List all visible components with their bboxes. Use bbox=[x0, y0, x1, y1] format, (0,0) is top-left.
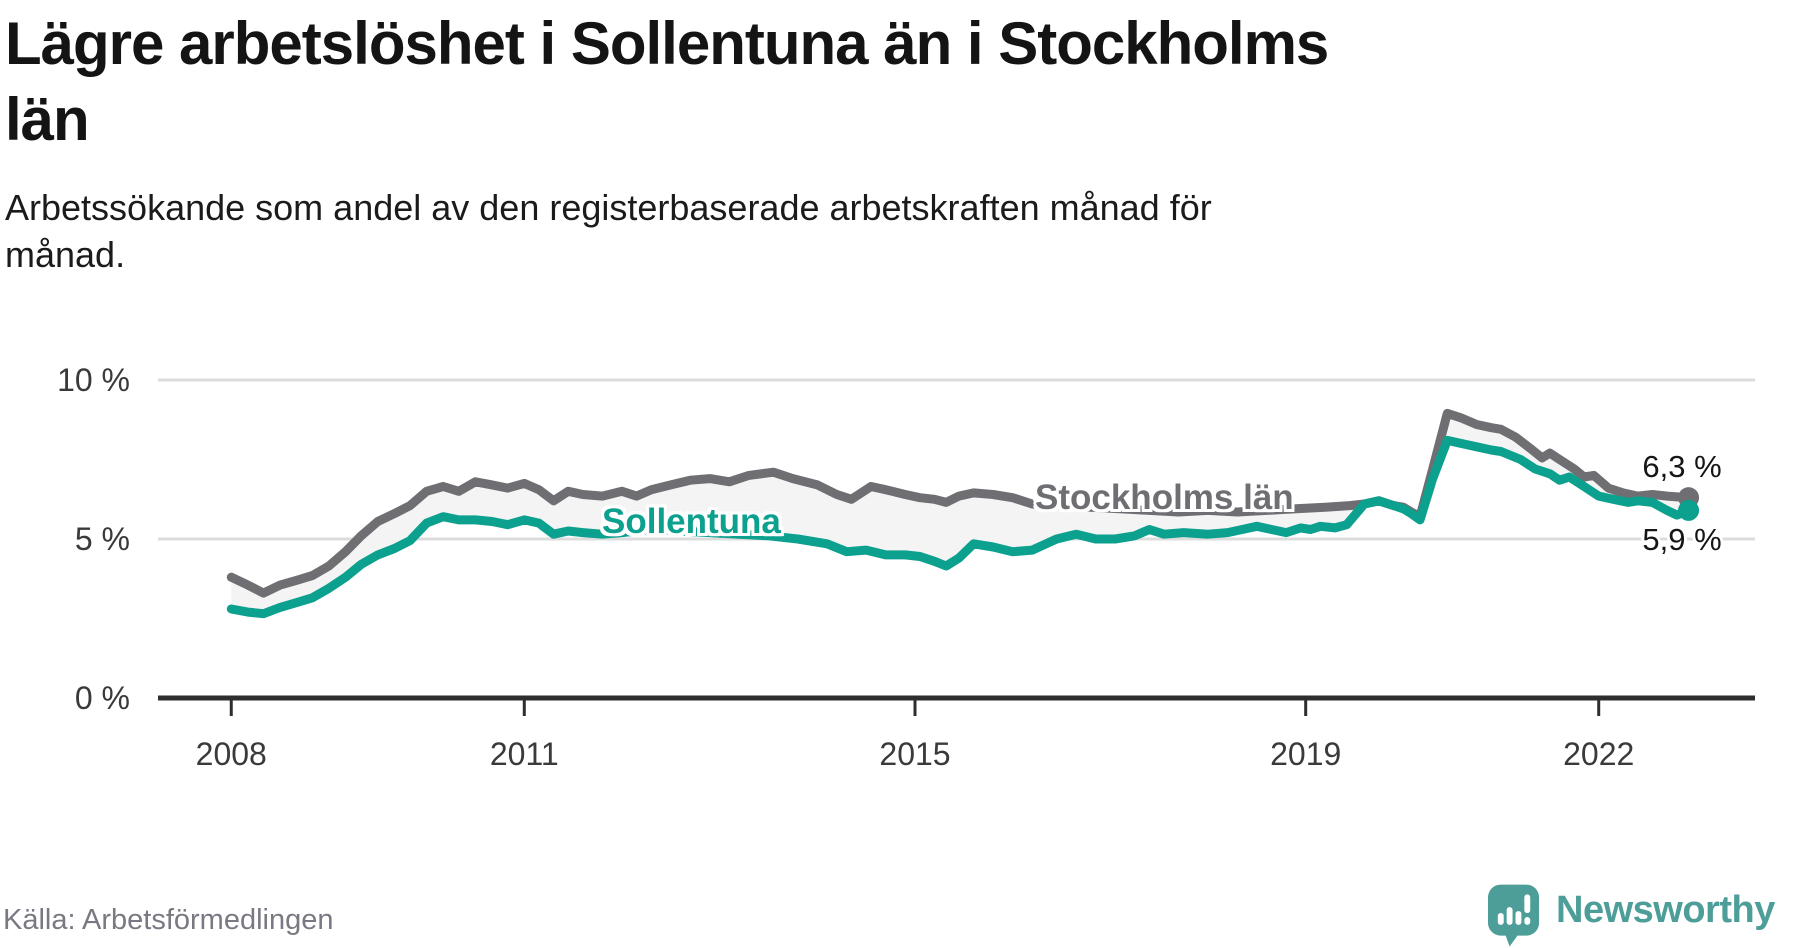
newsworthy-wordmark: Newsworthy bbox=[1556, 889, 1775, 931]
subtitle-line-2: månad. bbox=[5, 234, 126, 275]
y-axis-tick-label: 0 % bbox=[75, 680, 130, 716]
x-axis-tick-label: 2008 bbox=[196, 736, 267, 772]
newsworthy-bubble-icon bbox=[1488, 884, 1540, 947]
series-label-stockholms-lan: Stockholms län bbox=[1035, 478, 1294, 517]
x-axis-tick-label: 2015 bbox=[879, 736, 950, 772]
x-axis-tick-label: 2022 bbox=[1563, 736, 1634, 772]
page-title: Lägre arbetslöshet i Sollentuna än i Sto… bbox=[5, 6, 1725, 158]
series-line-stockholms-lan bbox=[226, 408, 1694, 598]
series-end-dot-sollentuna bbox=[1678, 499, 1700, 521]
source-note: Källa: Arbetsförmedlingen bbox=[3, 904, 334, 936]
end-value-label-stockholms-lan: 6,3 % bbox=[1642, 449, 1722, 484]
x-axis-tick-label: 2011 bbox=[490, 736, 559, 772]
y-axis-tick-label: 10 % bbox=[57, 362, 130, 398]
chart-subtitle: Arbetssökande som andel av den registerb… bbox=[5, 184, 1605, 278]
y-axis-tick-label: 5 % bbox=[75, 521, 130, 557]
exclamation-dot bbox=[1524, 916, 1531, 925]
title-line-1: Lägre arbetslöshet i Sollentuna än i Sto… bbox=[5, 10, 1329, 77]
title-line-2: län bbox=[5, 86, 90, 153]
series-gap-area bbox=[231, 413, 1689, 614]
series-line-sollentuna bbox=[226, 435, 1694, 619]
bar-chart-glyph bbox=[1497, 894, 1531, 925]
exclamation-bar bbox=[1524, 894, 1531, 914]
speech-bubble-shape bbox=[1488, 884, 1540, 947]
series-label-sollentuna: Sollentuna bbox=[602, 502, 781, 541]
newsworthy-logo[interactable]: Newsworthy bbox=[1488, 884, 1775, 948]
subtitle-line-1: Arbetssökande som andel av den registerb… bbox=[5, 187, 1212, 228]
end-value-label-sollentuna: 5,9 % bbox=[1642, 522, 1722, 557]
x-axis-tick-label: 2019 bbox=[1270, 736, 1341, 772]
